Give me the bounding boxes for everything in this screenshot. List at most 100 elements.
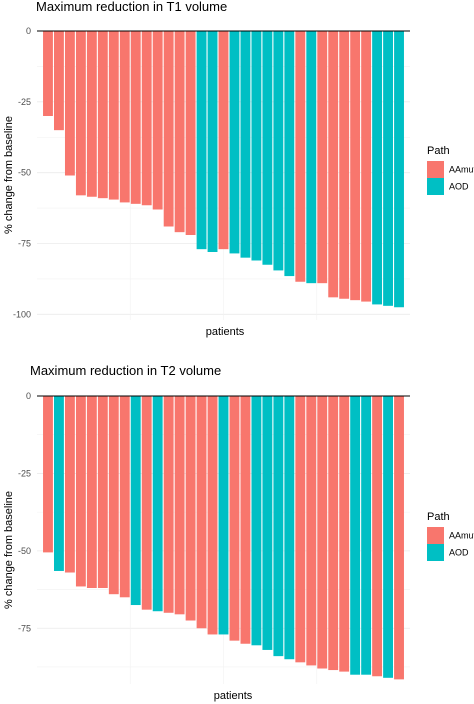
chart-t1-panel: Maximum reduction in T1 volume % change … xyxy=(3,0,474,338)
bar xyxy=(64,31,75,176)
bar xyxy=(43,396,53,553)
bar xyxy=(130,31,141,204)
bar xyxy=(394,31,404,308)
y-tick-label: -100 xyxy=(13,309,31,319)
bar xyxy=(361,396,372,675)
legend-swatch-aod xyxy=(427,544,444,561)
y-tick-label: -75 xyxy=(18,239,31,249)
bar xyxy=(229,396,240,641)
y-tick-label: 0 xyxy=(26,391,31,401)
bar xyxy=(383,31,393,306)
bar xyxy=(251,31,262,261)
legend-swatch-aamut xyxy=(427,527,444,544)
bar xyxy=(350,31,361,301)
bar-series xyxy=(43,31,404,308)
bar xyxy=(372,396,383,677)
chart-t2-panel: Maximum reduction in T2 volume % change … xyxy=(3,363,474,702)
bar xyxy=(207,31,218,252)
bar xyxy=(383,396,393,678)
bar xyxy=(185,396,196,621)
bar xyxy=(339,31,350,299)
bar xyxy=(361,31,372,302)
legend-label-aamut: AAmut xyxy=(449,531,474,541)
bar xyxy=(75,396,86,587)
bar xyxy=(372,31,383,305)
x-axis-label: patients xyxy=(206,326,245,338)
y-tick-label: -25 xyxy=(18,468,31,478)
bar xyxy=(317,31,328,284)
bar xyxy=(119,31,130,203)
legend-title: Path xyxy=(427,511,450,523)
chart-title: Maximum reduction in T2 volume xyxy=(30,363,221,378)
bar xyxy=(284,396,295,660)
bar xyxy=(185,31,196,235)
bar xyxy=(119,396,130,598)
x-axis-label: patients xyxy=(214,690,253,702)
bar xyxy=(394,396,404,680)
bar xyxy=(130,396,141,606)
bar xyxy=(339,396,350,672)
y-axis-ticks: 0 -25 -50 -75 xyxy=(18,391,31,633)
bar xyxy=(218,396,229,635)
bar xyxy=(240,31,251,258)
bar xyxy=(152,31,163,210)
y-tick-label: 0 xyxy=(26,26,31,36)
legend-title: Path xyxy=(427,145,450,157)
bar xyxy=(350,396,361,675)
bar xyxy=(141,31,152,206)
bar xyxy=(251,396,262,646)
bar xyxy=(262,31,273,265)
legend: Path AAmut AOD xyxy=(427,145,474,195)
y-axis-ticks: 0 -25 -50 -75 -100 xyxy=(13,26,31,319)
bar xyxy=(196,31,207,250)
bar xyxy=(174,396,185,615)
bar xyxy=(64,396,75,573)
bar xyxy=(306,396,317,666)
bar xyxy=(273,31,284,271)
legend-swatch-aamut xyxy=(427,161,444,178)
y-axis-label: % change from baseline xyxy=(3,491,15,609)
bar xyxy=(295,31,306,282)
bar xyxy=(328,396,339,671)
y-tick-label: -50 xyxy=(18,546,31,556)
bar xyxy=(328,31,339,298)
legend-swatch-aod xyxy=(427,178,444,195)
bar xyxy=(108,396,119,595)
bar xyxy=(196,396,207,629)
y-tick-label: -75 xyxy=(18,623,31,633)
bar xyxy=(284,31,295,277)
bar xyxy=(108,31,119,200)
y-axis-label: % change from baseline xyxy=(3,116,15,234)
bar xyxy=(163,31,174,227)
bar xyxy=(163,396,174,613)
bar xyxy=(207,396,218,635)
legend-label-aamut: AAmut xyxy=(449,165,474,175)
bar xyxy=(218,31,229,250)
bar xyxy=(97,31,108,199)
bar xyxy=(54,31,64,131)
bar xyxy=(295,396,306,663)
bar-series xyxy=(43,396,404,680)
bar xyxy=(174,31,185,233)
chart-title: Maximum reduction in T1 volume xyxy=(36,0,227,14)
bar xyxy=(152,396,163,612)
bar xyxy=(262,396,273,650)
legend-label-aod: AOD xyxy=(449,182,469,192)
y-tick-label: -50 xyxy=(18,168,31,178)
legend: Path AAmut AOD xyxy=(427,511,474,561)
bar xyxy=(273,396,284,657)
bar xyxy=(229,31,240,254)
bar xyxy=(75,31,86,196)
bar xyxy=(317,396,328,669)
bar xyxy=(54,396,64,571)
bar xyxy=(306,31,317,284)
bar xyxy=(43,31,53,116)
bar xyxy=(97,396,108,588)
bar xyxy=(141,396,152,610)
bar xyxy=(240,396,251,644)
legend-label-aod: AOD xyxy=(449,548,469,558)
bar xyxy=(86,396,97,588)
y-tick-label: -25 xyxy=(18,97,31,107)
bar xyxy=(86,31,97,197)
